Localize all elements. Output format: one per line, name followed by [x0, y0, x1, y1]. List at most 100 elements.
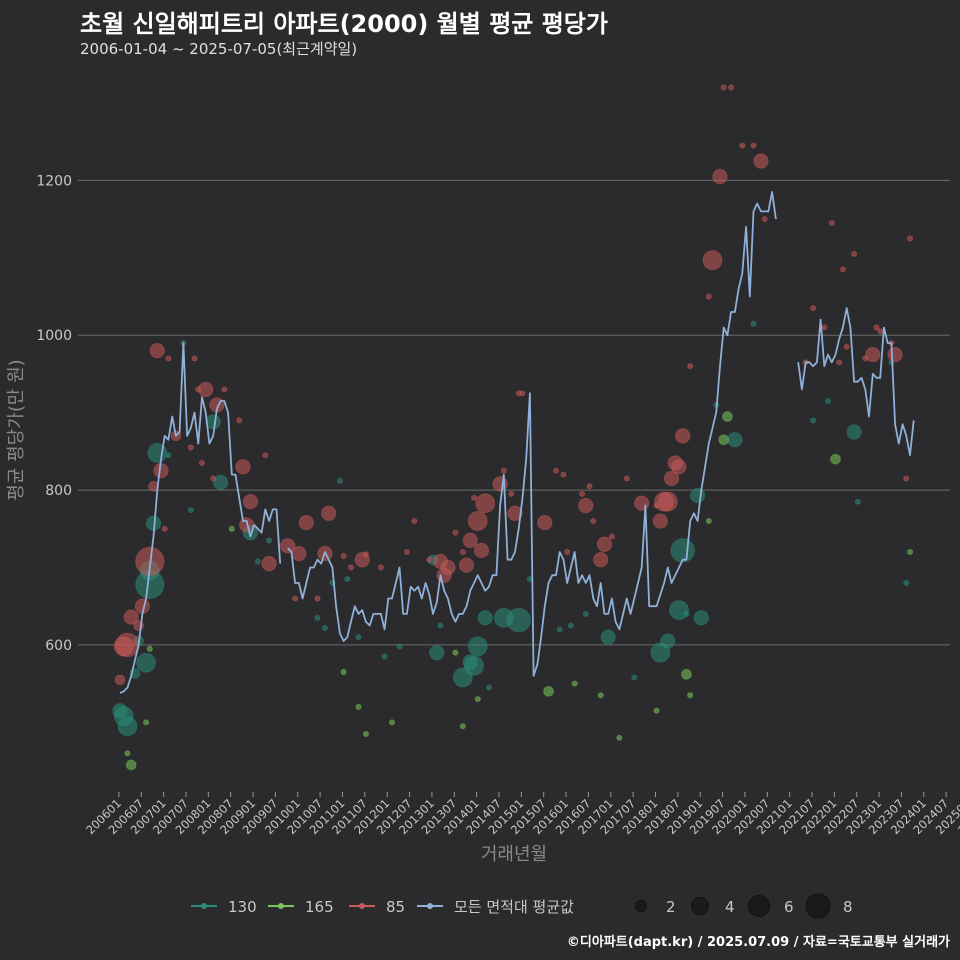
point-85 — [564, 548, 571, 556]
point-85 — [198, 459, 206, 467]
legend-label-165: 165 — [305, 898, 334, 916]
point-130 — [485, 684, 493, 691]
point-85 — [887, 346, 903, 363]
point-165 — [906, 548, 914, 556]
point-85 — [459, 548, 466, 556]
point-85 — [593, 552, 609, 568]
average-line-segment — [119, 342, 282, 694]
point-85 — [578, 490, 586, 498]
point-85 — [210, 475, 217, 482]
point-130 — [693, 610, 710, 626]
point-85 — [362, 551, 370, 558]
point-85 — [586, 483, 593, 490]
point-165 — [452, 649, 459, 656]
point-85 — [877, 328, 884, 335]
point-165 — [125, 759, 137, 771]
y-axis-title: 평균 평당가(만 원) — [6, 359, 27, 500]
point-85 — [292, 595, 299, 602]
point-85 — [236, 417, 243, 424]
point-165 — [474, 695, 481, 703]
point-130 — [344, 575, 351, 583]
point-165 — [687, 692, 694, 699]
point-85 — [235, 459, 251, 475]
point-85 — [810, 305, 817, 312]
point-85 — [906, 235, 914, 242]
point-85 — [191, 355, 198, 362]
point-85 — [411, 517, 418, 525]
point-85 — [500, 467, 507, 474]
point-130 — [750, 320, 757, 327]
point-85 — [873, 324, 880, 331]
legend-key-dot-all — [427, 903, 433, 909]
legend-size-label: 6 — [784, 898, 794, 916]
point-85 — [560, 471, 567, 478]
point-165 — [653, 707, 660, 714]
point-85 — [114, 674, 126, 686]
point-165 — [722, 411, 733, 422]
legend-size-label: 8 — [843, 898, 853, 916]
point-85 — [519, 390, 526, 397]
point-130 — [582, 610, 589, 618]
point-165 — [146, 645, 153, 652]
point-130 — [650, 642, 671, 663]
legend-size-circle — [748, 895, 770, 917]
legend-label-all: 모든 면적대 평균값 — [454, 898, 574, 916]
point-85 — [608, 533, 615, 540]
legend-label-85: 85 — [386, 898, 405, 916]
y-tick-label: 1000 — [36, 328, 72, 344]
legend-key-dot-165 — [278, 903, 284, 909]
point-165 — [340, 668, 347, 676]
point-85 — [470, 494, 478, 501]
point-85 — [165, 355, 172, 362]
point-85 — [623, 475, 630, 482]
legend-key-dot-130 — [201, 903, 207, 909]
point-85 — [467, 511, 488, 532]
point-85 — [702, 250, 723, 271]
point-85 — [347, 564, 355, 571]
point-85 — [596, 536, 613, 552]
point-165 — [362, 730, 370, 738]
point-85 — [839, 266, 847, 273]
point-85 — [377, 564, 384, 571]
y-axis-ticks: 600 800 1000 1200 — [36, 173, 72, 654]
point-85 — [262, 452, 269, 459]
point-165 — [597, 692, 604, 699]
point-165 — [355, 703, 362, 710]
point-85 — [261, 555, 277, 572]
point-85 — [728, 84, 735, 91]
point-85 — [242, 493, 259, 510]
point-130 — [212, 474, 229, 491]
point-130 — [846, 424, 862, 440]
point-85 — [590, 517, 597, 525]
chart-subtitle: 2006-01-04 ~ 2025-07-05(최근계약일) — [80, 40, 358, 58]
point-85 — [458, 557, 475, 573]
point-85 — [761, 215, 768, 223]
chart-title: 초월 신일해피트리 아파트(2000) 월별 평균 평당가 — [80, 10, 608, 38]
point-85 — [187, 444, 194, 451]
point-85 — [340, 552, 347, 559]
x-axis-title: 거래년월 — [481, 844, 547, 865]
point-85 — [221, 386, 228, 393]
legend-key-dot-85 — [359, 903, 365, 909]
point-85 — [440, 559, 456, 576]
x-axis-ticks: 2006012006072007012007072008012008072009… — [83, 792, 960, 837]
y-tick-label: 600 — [45, 638, 72, 654]
point-130 — [567, 622, 575, 629]
point-130 — [600, 629, 616, 645]
point-130 — [254, 558, 261, 565]
point-165 — [571, 680, 578, 687]
point-165 — [718, 434, 730, 446]
point-85 — [865, 346, 881, 363]
point-85 — [298, 514, 315, 531]
point-165 — [124, 750, 131, 757]
point-85 — [753, 153, 769, 169]
point-85 — [123, 609, 139, 625]
point-85 — [279, 538, 296, 554]
point-85 — [843, 343, 850, 350]
point-165 — [459, 723, 466, 730]
point-85 — [652, 513, 669, 529]
point-85 — [149, 343, 165, 359]
point-165 — [142, 719, 150, 726]
point-130 — [810, 417, 817, 424]
point-130 — [165, 452, 172, 459]
